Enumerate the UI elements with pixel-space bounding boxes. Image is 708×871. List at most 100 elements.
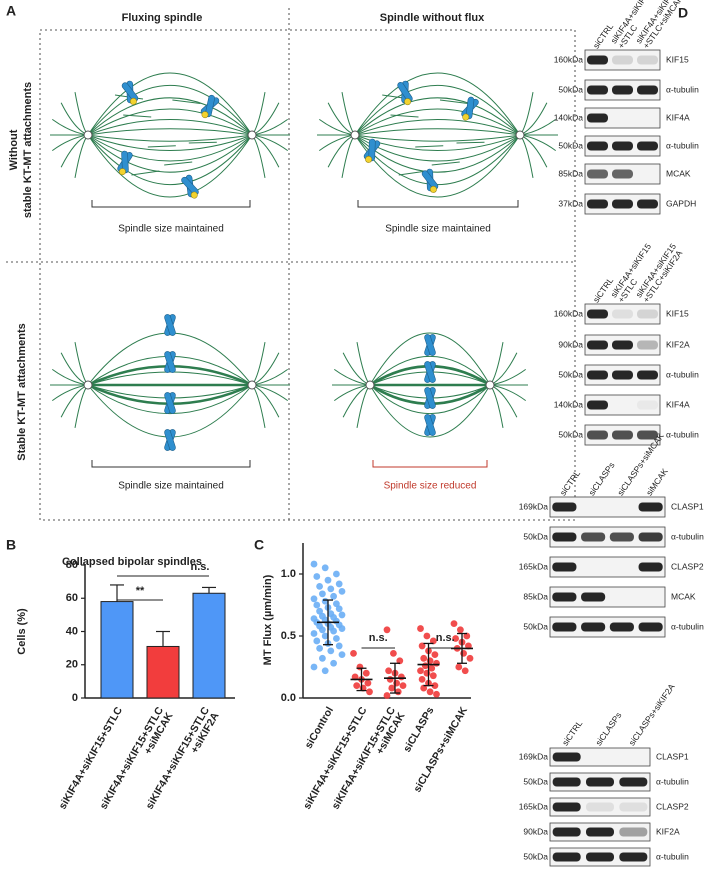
protein-name: KIF15 [666,54,689,64]
data-point [398,673,405,681]
marker-size: 85kDa [558,168,583,178]
data-point [426,688,434,696]
band [619,827,648,837]
data-point [386,676,394,683]
data-point [316,583,323,590]
lane-label: siCLASPs+siKIF2A [627,682,677,748]
lane-label: siCLASPs [593,710,623,747]
microtubule [439,99,469,104]
data-point [350,649,357,657]
astral-mt [251,134,266,178]
lane-label-line: siCTRL [560,718,585,747]
data-point [316,607,323,615]
protein-name: α-tubulin [656,776,689,786]
data-point [423,632,431,640]
data-point [333,635,340,642]
band [552,532,577,542]
blot-strip [549,586,666,608]
pole [365,380,375,390]
band [637,85,658,95]
blot-strip [584,303,661,325]
data-point [366,688,373,696]
data-point [338,651,346,658]
chromosome [397,80,413,106]
band [587,400,608,410]
band [587,113,608,123]
band [637,141,658,151]
band [552,502,577,512]
astral-mt [251,352,280,386]
data-point [383,692,391,699]
data-point [393,679,400,687]
data-point [460,649,467,657]
band [587,370,608,380]
panel-label: C [254,537,264,553]
marker-size: 169kDa [519,751,549,761]
band [587,169,608,179]
data-point [452,635,459,642]
band [637,340,658,350]
chromosome [181,174,199,199]
band [581,532,606,542]
band [587,430,608,440]
microtubule [87,134,253,198]
microtubule [172,99,201,104]
astral-mt [51,134,89,152]
kinetochore [190,191,198,199]
blot-strip [549,526,666,548]
band [612,370,633,380]
astral-mt [341,134,356,178]
caption: Spindle size maintained [385,224,491,235]
data-point [417,625,424,632]
data-point [353,682,361,689]
data-point [333,570,340,578]
band [638,502,663,512]
data-point [385,667,392,675]
y-tick-label: 1.0 [281,568,296,580]
band [587,85,608,95]
y-axis-label: MT Flux (µm/min) [262,574,274,665]
lane-label-line: siCTRL [558,468,583,497]
chromosome [164,314,176,336]
significance: ** [136,585,145,597]
chromosome [424,361,436,383]
protein-name: MCAK [666,168,691,178]
astral-mt [333,384,371,402]
astral-mt [519,92,534,136]
y-axis-label: Cells (%) [16,608,28,655]
microtubule [87,134,253,173]
marker-size: 165kDa [519,561,549,571]
marker-size: 50kDa [558,429,583,439]
astral-mt [251,134,280,168]
band [612,169,633,179]
panel-label: A [6,3,16,19]
astral-mt [489,384,527,402]
protein-name: α-tubulin [671,531,704,541]
data-point [431,682,439,689]
kinetochore [404,98,412,106]
marker-size: 50kDa [523,851,548,861]
brackets [91,200,519,468]
protein-name: GAPDH [666,198,696,208]
chromosome [424,334,436,356]
microtubule [390,114,419,118]
marker-size: 90kDa [558,339,583,349]
chromosome [117,150,133,176]
caption: Spindle size maintained [118,481,224,492]
significance: n.s. [191,561,210,573]
chromosome [164,351,176,373]
chromosome [200,94,220,119]
astral-mt [519,134,548,168]
astral-mt [60,352,89,386]
data-point [338,625,346,632]
panel-label: D [678,5,688,21]
data-point [335,605,343,613]
chromatid [164,351,176,373]
marker-size: 140kDa [554,112,584,122]
protein-name: α-tubulin [666,140,699,150]
column-header: Fluxing spindle [122,12,203,24]
microtubule [87,108,253,136]
microtubule [123,114,152,118]
astral-mt [519,118,557,136]
